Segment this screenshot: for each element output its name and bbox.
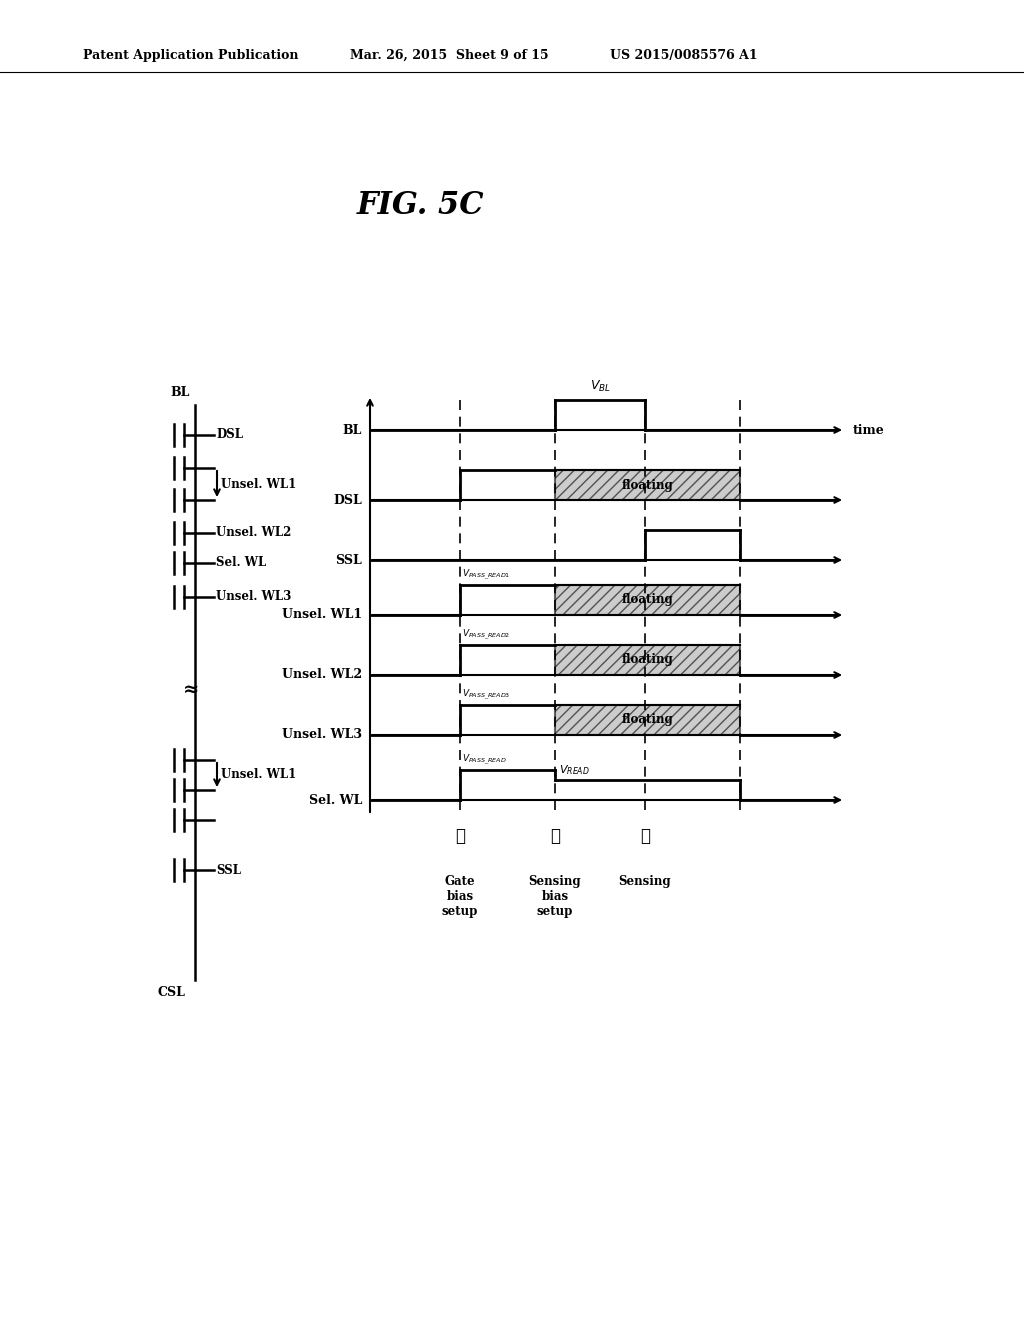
Text: Sel. WL: Sel. WL: [216, 557, 266, 569]
Text: floating: floating: [622, 714, 674, 726]
Text: ≈: ≈: [183, 681, 200, 700]
Text: $V_{PASS\_READ3}$: $V_{PASS\_READ3}$: [462, 688, 510, 702]
Text: $V_{BL}$: $V_{BL}$: [590, 379, 610, 393]
Bar: [555, 705, 740, 735]
Text: DSL: DSL: [216, 429, 243, 441]
Text: time: time: [853, 424, 885, 437]
Text: Unsel. WL2: Unsel. WL2: [282, 668, 362, 681]
Text: DSL: DSL: [333, 494, 362, 507]
Text: Gate
bias
setup: Gate bias setup: [441, 875, 478, 917]
Text: Patent Application Publication: Patent Application Publication: [83, 49, 299, 62]
Text: ③: ③: [640, 829, 650, 846]
Text: $V_{READ}$: $V_{READ}$: [559, 763, 590, 777]
Text: Sensing: Sensing: [618, 875, 672, 888]
Text: Unsel. WL1: Unsel. WL1: [221, 768, 296, 781]
Text: SSL: SSL: [335, 553, 362, 566]
Bar: [555, 645, 740, 675]
Text: Unsel. WL2: Unsel. WL2: [216, 527, 292, 540]
Text: Unsel. WL1: Unsel. WL1: [282, 609, 362, 622]
Text: US 2015/0085576 A1: US 2015/0085576 A1: [610, 49, 758, 62]
Bar: [555, 585, 740, 615]
Text: BL: BL: [343, 424, 362, 437]
Text: $V_{PASS\_READ}$: $V_{PASS\_READ}$: [462, 752, 507, 767]
Text: SSL: SSL: [216, 863, 241, 876]
Text: Unsel. WL3: Unsel. WL3: [282, 729, 362, 742]
Text: floating: floating: [622, 594, 674, 606]
Text: floating: floating: [622, 653, 674, 667]
Text: ①: ①: [455, 829, 465, 846]
Text: FIG. 5C: FIG. 5C: [356, 190, 483, 220]
Text: CSL: CSL: [157, 986, 185, 998]
Text: BL: BL: [171, 387, 190, 400]
Text: $V_{PASS\_READ2}$: $V_{PASS\_READ2}$: [462, 627, 510, 642]
Bar: [555, 470, 740, 500]
Text: ②: ②: [550, 829, 560, 846]
Text: Sensing
bias
setup: Sensing bias setup: [528, 875, 582, 917]
Text: Sel. WL: Sel. WL: [308, 793, 362, 807]
Text: $V_{PASS\_READ1}$: $V_{PASS\_READ1}$: [462, 568, 510, 582]
Text: floating: floating: [622, 479, 674, 491]
Text: Unsel. WL1: Unsel. WL1: [221, 478, 296, 491]
Text: Unsel. WL3: Unsel. WL3: [216, 590, 292, 603]
Text: Mar. 26, 2015  Sheet 9 of 15: Mar. 26, 2015 Sheet 9 of 15: [350, 49, 549, 62]
